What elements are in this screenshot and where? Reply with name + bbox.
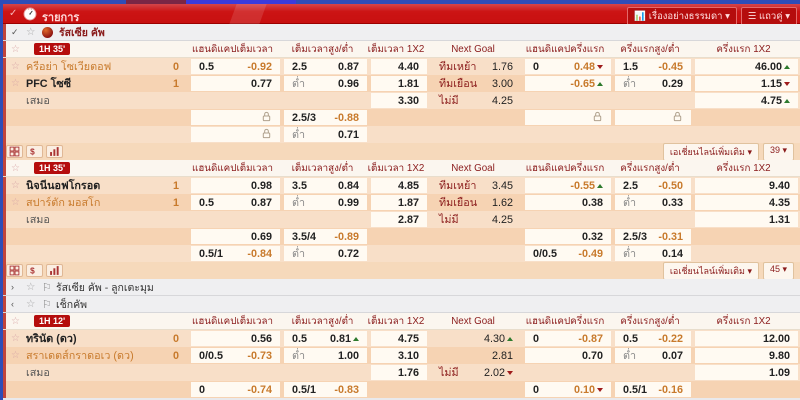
svg-text:$: $ [30,266,35,275]
svg-text:$: $ [30,147,35,156]
